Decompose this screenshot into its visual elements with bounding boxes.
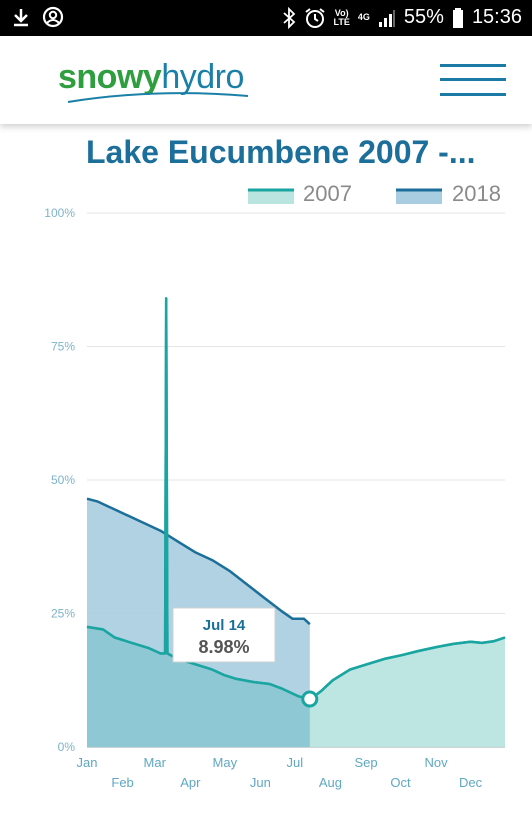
legend-label-2018[interactable]: 2018 xyxy=(452,181,501,206)
x-tick-label: Oct xyxy=(390,775,411,790)
tooltip-date: Jul 14 xyxy=(203,617,246,634)
x-tick-label: May xyxy=(213,755,238,770)
x-tick-label: Jan xyxy=(77,755,98,770)
chart-title: Lake Eucumbene 2007 -... xyxy=(86,134,476,170)
logo-swoosh-icon xyxy=(67,92,249,103)
series-overlap-area xyxy=(87,298,310,747)
tooltip-value: 8.98% xyxy=(198,637,249,657)
network-type-indicator: 4G xyxy=(357,12,370,22)
tooltip-box xyxy=(172,607,276,663)
x-tick-label: Jul xyxy=(287,755,304,770)
legend-swatch-2007[interactable] xyxy=(248,190,294,204)
snowy-hydro-logo[interactable]: snowyhydro xyxy=(58,58,249,103)
x-tick-label: Sep xyxy=(354,755,377,770)
alarm-clock-icon xyxy=(304,7,325,28)
x-tick-label: Feb xyxy=(111,775,133,790)
y-tick-label: 100% xyxy=(44,206,75,220)
series-areas xyxy=(86,297,506,747)
x-tick-label: Jun xyxy=(250,775,271,790)
clock-time: 15:36 xyxy=(471,6,522,28)
y-tick-label: 75% xyxy=(51,340,75,354)
lake-level-chart: 0% 25% 50% 75% 100% Jan Feb Mar Apr May Jun Jul Aug… xyxy=(44,181,506,790)
x-tick-label: Nov xyxy=(425,755,449,770)
series-line-2018 xyxy=(86,497,311,626)
y-tick-label: 25% xyxy=(51,607,75,621)
volte-indicator: Vo) LTE xyxy=(333,7,350,27)
app-header: snowyhydro xyxy=(0,36,532,124)
bluetooth-icon xyxy=(282,6,295,29)
highlight-point xyxy=(301,690,319,708)
y-tick-label: 50% xyxy=(51,473,75,487)
x-tick-label: Apr xyxy=(180,775,201,790)
battery-icon xyxy=(452,7,463,28)
signal-strength-icon xyxy=(378,9,395,27)
x-axis: Jan Feb Mar Apr May Jun Jul Aug Sep Oct Nov Dec xyxy=(77,755,483,790)
chart-tooltip: Jul 14 8.98% xyxy=(172,607,276,663)
y-tick-label: 0% xyxy=(58,740,76,754)
series-line-2007-top xyxy=(86,297,506,701)
x-tick-label: Mar xyxy=(144,755,167,770)
x-tick-label: Aug xyxy=(319,775,342,790)
x-tick-label: Dec xyxy=(459,775,483,790)
chart-legend[interactable]: 2007 2018 xyxy=(248,181,501,206)
hover-point-marker xyxy=(301,690,319,708)
status-bar: Vo) LTE 4G 55% 15:36 xyxy=(0,0,532,36)
download-icon xyxy=(14,9,28,27)
legend-swatch-2018[interactable] xyxy=(396,190,442,204)
y-axis: 0% 25% 50% 75% 100% xyxy=(44,206,75,754)
hamburger-menu-icon[interactable] xyxy=(440,62,506,98)
account-circle-icon xyxy=(42,6,64,28)
battery-percentage: 55% xyxy=(403,6,444,28)
legend-label-2007[interactable]: 2007 xyxy=(303,181,352,206)
